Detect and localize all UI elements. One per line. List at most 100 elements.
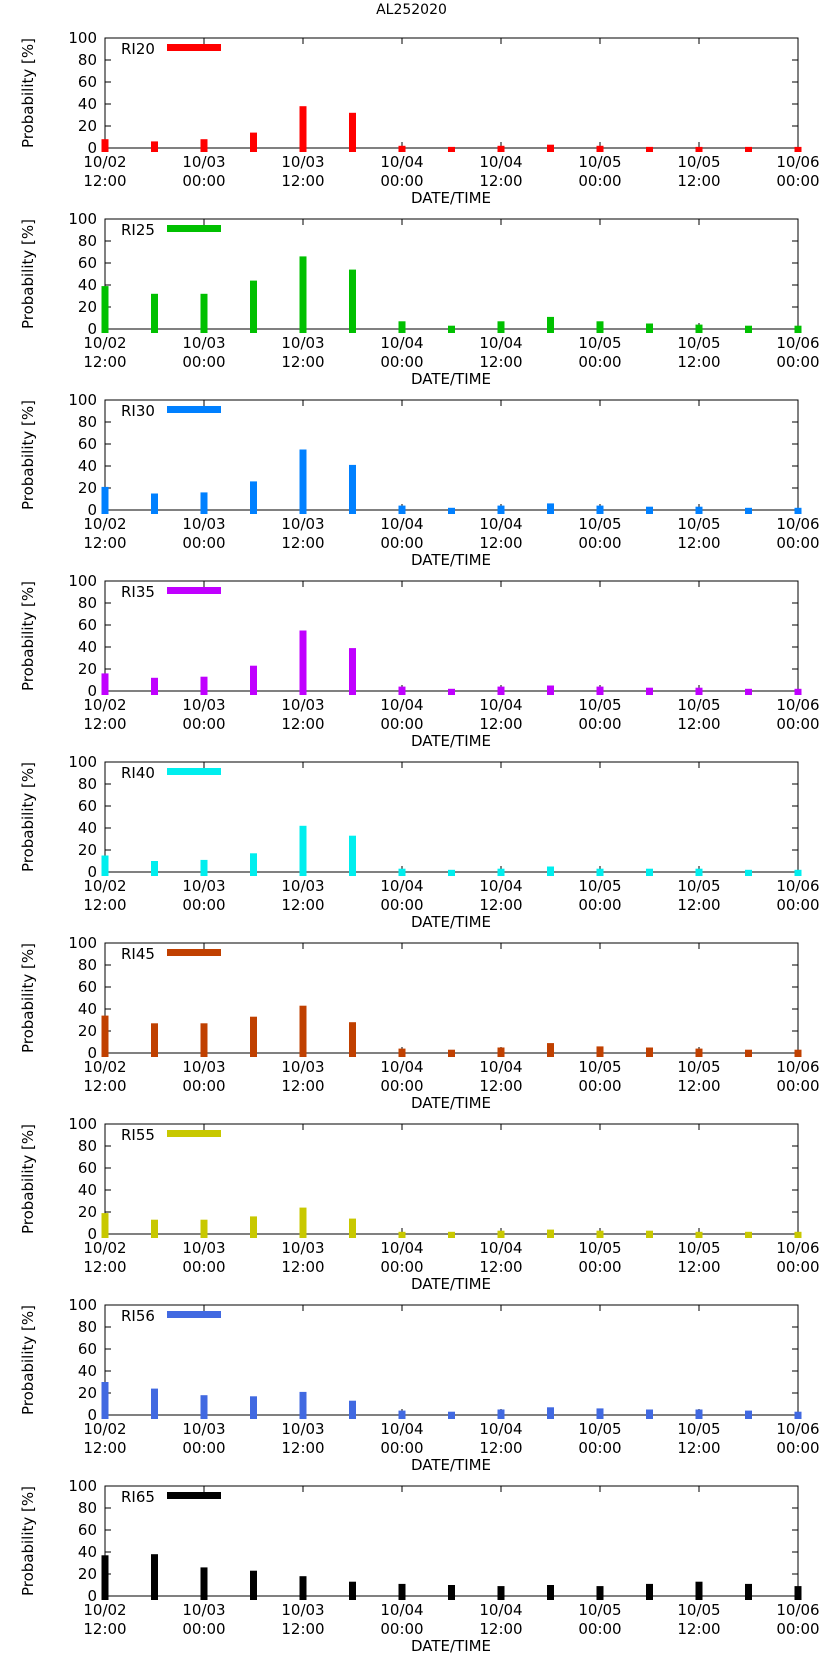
bar (745, 1410, 752, 1419)
x-tick-label-time: 00:00 (578, 1258, 621, 1276)
x-tick-label-date: 10/04 (479, 877, 522, 895)
x-tick-label-time: 12:00 (479, 896, 522, 914)
x-tick-label-time: 12:00 (83, 172, 126, 190)
bar (497, 868, 505, 876)
bar (250, 481, 257, 514)
bar (101, 673, 109, 695)
x-tick-label-time: 12:00 (281, 1439, 324, 1457)
x-axis-label: DATE/TIME (411, 732, 491, 750)
bar (349, 835, 356, 876)
x-tick-label-time: 00:00 (776, 1620, 819, 1638)
x-tick-label-time: 12:00 (281, 353, 324, 371)
bar (398, 1410, 406, 1419)
x-tick-label-time: 12:00 (83, 1258, 126, 1276)
x-tick-label-date: 10/05 (578, 1420, 621, 1438)
bar (151, 861, 158, 876)
y-tick-label: 60 (78, 1521, 97, 1539)
bar (794, 146, 802, 152)
y-axis-label: Probability [%] (19, 38, 37, 148)
x-tick-label-date: 10/03 (281, 1420, 324, 1438)
bar (646, 868, 653, 876)
x-tick-label-time: 12:00 (677, 715, 720, 733)
bar (151, 677, 158, 695)
bar (695, 146, 703, 152)
x-tick-label-date: 10/03 (182, 696, 225, 714)
x-tick-label-time: 00:00 (182, 715, 225, 733)
bar (646, 1047, 653, 1057)
legend-swatch (167, 949, 221, 956)
x-tick-label-date: 10/04 (380, 1420, 423, 1438)
plot-frame (104, 218, 799, 330)
bar (349, 269, 356, 333)
y-tick-label: 20 (78, 1022, 97, 1040)
x-tick-label-date: 10/04 (479, 334, 522, 352)
bar (794, 1411, 802, 1419)
bar (745, 1049, 752, 1057)
bar (151, 1554, 158, 1600)
bar (497, 145, 505, 152)
bar (448, 507, 455, 514)
x-tick-label-time: 00:00 (380, 1439, 423, 1457)
plot-frame (104, 37, 799, 149)
bar (200, 293, 208, 333)
x-axis-label: DATE/TIME (411, 1456, 491, 1474)
bar (250, 1396, 257, 1419)
x-tick-label-time: 00:00 (776, 715, 819, 733)
y-tick-label: 20 (78, 1203, 97, 1221)
x-tick-label-date: 10/06 (776, 1601, 819, 1619)
y-tick-label: 40 (78, 457, 97, 475)
x-tick-label-date: 10/03 (182, 1239, 225, 1257)
x-tick-label-date: 10/04 (479, 696, 522, 714)
y-tick-label: 20 (78, 660, 97, 678)
x-tick-label-time: 12:00 (83, 1077, 126, 1095)
bar (794, 1586, 802, 1600)
bar (101, 1015, 109, 1057)
bar (745, 688, 752, 695)
x-tick-label-time: 12:00 (281, 534, 324, 552)
bar (101, 1382, 109, 1419)
x-tick-label-date: 10/05 (677, 334, 720, 352)
x-tick-label-date: 10/05 (677, 1420, 720, 1438)
x-tick-label-time: 12:00 (281, 715, 324, 733)
y-tick-label: 40 (78, 1362, 97, 1380)
y-tick-label: 100 (68, 753, 97, 771)
y-axis-label: Probability [%] (19, 1305, 37, 1415)
x-tick-label-time: 12:00 (677, 1258, 720, 1276)
bar (448, 146, 455, 152)
x-tick-label-date: 10/03 (182, 1420, 225, 1438)
x-tick-label-date: 10/03 (182, 334, 225, 352)
bar (497, 321, 505, 333)
bar (547, 1407, 554, 1419)
x-tick-label-time: 12:00 (677, 353, 720, 371)
x-tick-label-time: 00:00 (578, 896, 621, 914)
bar (200, 676, 208, 695)
bar (398, 686, 406, 695)
y-tick-label: 60 (78, 1159, 97, 1177)
bar (448, 869, 455, 876)
bar (299, 1576, 307, 1600)
x-tick-label-date: 10/05 (578, 1058, 621, 1076)
bar (398, 145, 406, 152)
bar (497, 1586, 505, 1600)
x-tick-label-date: 10/02 (83, 153, 126, 171)
x-tick-label-date: 10/06 (776, 153, 819, 171)
bar (646, 1230, 653, 1238)
x-tick-label-time: 12:00 (677, 172, 720, 190)
x-tick-label-date: 10/05 (677, 1601, 720, 1619)
legend-label: RI25 (121, 221, 155, 239)
x-tick-label-date: 10/05 (578, 515, 621, 533)
bar (547, 316, 554, 333)
x-tick-label-time: 00:00 (380, 353, 423, 371)
x-tick-label-date: 10/02 (83, 1601, 126, 1619)
y-tick-label: 80 (78, 1499, 97, 1517)
x-tick-label-date: 10/04 (479, 153, 522, 171)
x-tick-label-date: 10/03 (281, 153, 324, 171)
y-tick-label: 60 (78, 254, 97, 272)
x-tick-label-date: 10/05 (677, 877, 720, 895)
bar (596, 321, 604, 333)
bar (695, 324, 703, 333)
y-tick-label: 40 (78, 819, 97, 837)
x-tick-label-time: 12:00 (83, 534, 126, 552)
legend-label: RI40 (121, 764, 155, 782)
